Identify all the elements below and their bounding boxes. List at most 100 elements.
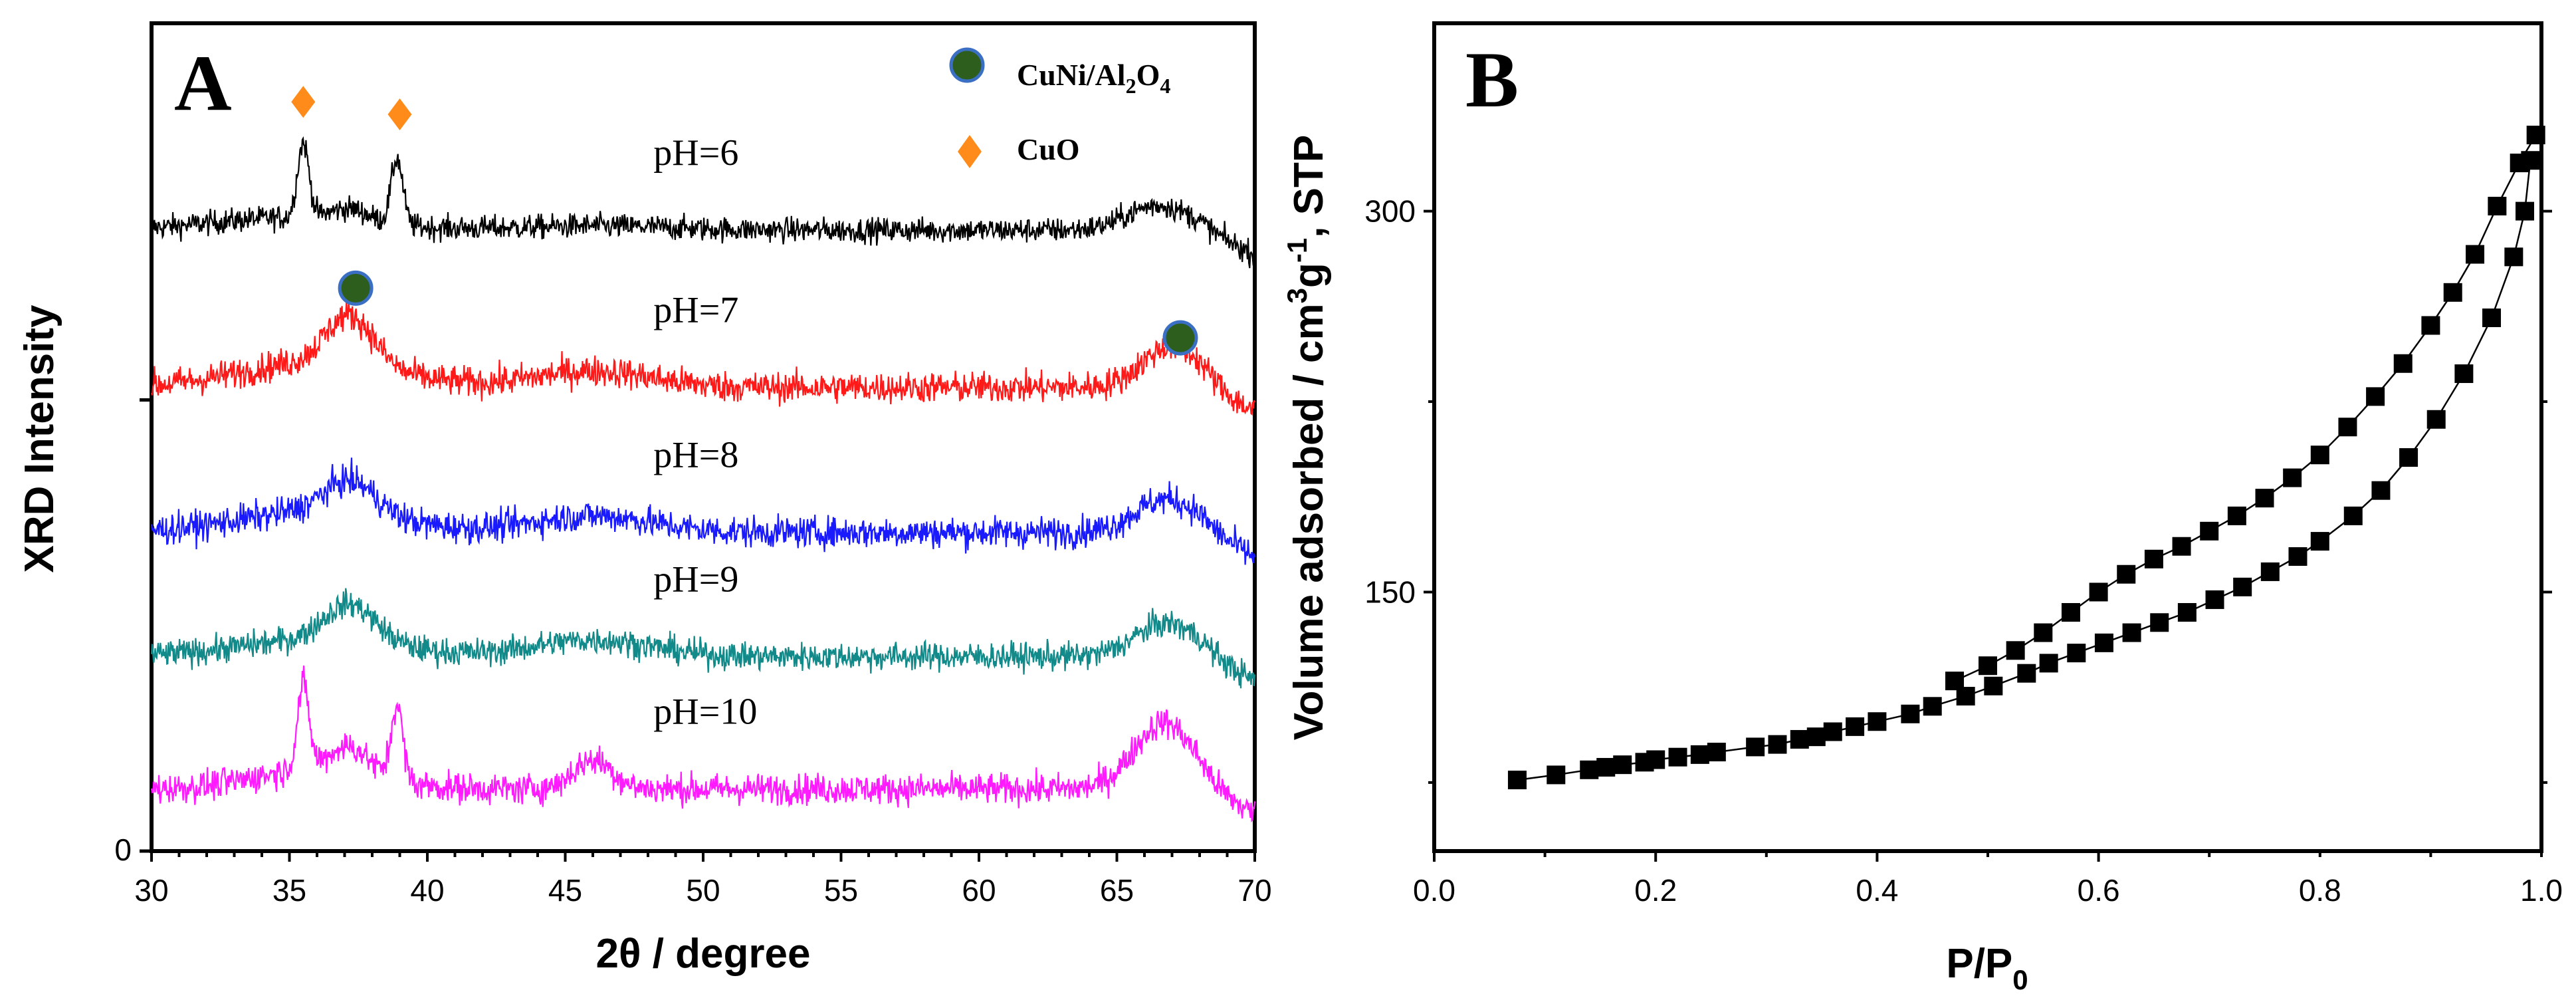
panel-a-series-labels: pH=6 pH=7 pH=8 pH=9 pH=10 [653, 132, 757, 732]
panel-b-x-axis-label-main: P/P [1946, 941, 2012, 987]
desorption-point [2283, 468, 2302, 487]
adsorption-point [2310, 532, 2329, 551]
panel-b-y-axis-label-mid: g [1286, 263, 1332, 288]
panel-b-isotherm-points [1507, 126, 2545, 790]
adsorption-point [1613, 755, 1632, 775]
desorption-point [2338, 418, 2357, 437]
series-label-ph-8: pH=8 [653, 435, 738, 476]
panel-a-x-axis-label: 2θ / degree [596, 931, 811, 977]
desorption-point [2117, 565, 2136, 584]
panel-b-label: B [1465, 35, 1519, 124]
adsorption-point [1984, 676, 2003, 695]
panel-b-x-tick-label: 0.0 [1413, 873, 1455, 908]
adsorption-point [2205, 590, 2224, 609]
cuni-peak-marker-icon [338, 270, 374, 306]
adsorption-point [2094, 633, 2113, 652]
panel-b-x-tick-label: 1.0 [2520, 873, 2563, 908]
panel-b-frame [1432, 21, 2543, 853]
adsorption-point [1923, 697, 1942, 716]
panel-b-x-tick-label: 0.2 [1634, 873, 1677, 908]
adsorption-point [1823, 722, 1842, 741]
adsorption-point [2039, 654, 2058, 673]
adsorption-point [1690, 745, 1709, 764]
desorption-point [2089, 582, 2108, 602]
panel-b-x-tick-label: 0.6 [2078, 873, 2120, 908]
adsorption-point [2017, 664, 2036, 683]
adsorption-point [2399, 448, 2418, 467]
adsorption-point [2454, 364, 2474, 384]
panel-a-x-tick-label: 70 [1237, 873, 1271, 908]
panel-a-x-tick-label: 65 [1100, 873, 1134, 908]
panel-b-y-axis-label-prefix: Volume adsorbed / cm [1286, 303, 1332, 740]
desorption-point [2255, 489, 2274, 508]
panel-a-chart: pH=6 pH=7 pH=8 pH=9 pH=10 30 35 40 45 50 55 60 65 70… [17, 21, 1272, 977]
panel-b-x-tick-label: 0.4 [1856, 873, 1898, 908]
panel-a-series-group [150, 136, 1256, 823]
adsorption-point [1668, 747, 1687, 767]
desorption-point [2172, 537, 2191, 556]
desorption-line [1954, 134, 2537, 682]
adsorption-point [2288, 547, 2308, 566]
desorption-point [2310, 445, 2329, 465]
panel-b-y-ticks: 150 300 [1364, 194, 2552, 784]
adsorption-point [1580, 760, 1599, 779]
legend-diamond-marker-icon [958, 135, 982, 168]
panel-b-chart: 0.0 0.2 0.4 0.6 0.8 1.0 150 300 B P/P0 Volume … [1281, 21, 2563, 995]
panel-a-legend: CuNi/Al2O4 CuO [949, 47, 1170, 168]
series-line-ph-6 [150, 136, 1256, 269]
cuo-peak-marker-icon [387, 98, 412, 130]
cuni-peak-marker-icon [1162, 320, 1198, 356]
legend-cuo-label: CuO [1017, 132, 1080, 166]
adsorption-point [1768, 735, 1787, 754]
legend-cuni-label: CuNi/Al2O4 [1017, 58, 1170, 98]
panel-b-y-axis-label-suffix: , STP [1286, 135, 1332, 238]
desorption-point [1979, 656, 1997, 676]
desorption-point [2144, 549, 2163, 568]
panel-a-x-tick-label: 45 [548, 873, 582, 908]
adsorption-point [2426, 410, 2446, 429]
panel-b-x-ticks: 0.0 0.2 0.4 0.6 0.8 1.0 [1413, 851, 2563, 908]
adsorption-line [1517, 160, 2531, 781]
desorption-point [2526, 126, 2545, 145]
panel-b-isotherm-lines [1517, 134, 2537, 781]
panel-a-y-axis-label: XRD Intensity [17, 305, 62, 573]
desorption-point [2510, 154, 2529, 173]
series-label-ph-10: pH=10 [653, 691, 757, 732]
legend-circle-marker-icon [949, 47, 985, 83]
adsorption-point [1507, 771, 1527, 790]
desorption-point [1945, 672, 1965, 691]
series-line-ph-7 [150, 300, 1256, 416]
desorption-point [2006, 641, 2025, 660]
adsorption-point [1707, 743, 1726, 762]
adsorption-point [1646, 750, 1665, 769]
panel-a-x-tick-label: 40 [410, 873, 444, 908]
adsorption-point [1790, 729, 1809, 749]
panel-a-x-tick-label: 60 [962, 873, 996, 908]
adsorption-point [2516, 201, 2535, 221]
panel-a-x-tick-label: 50 [686, 873, 720, 908]
desorption-point [2034, 623, 2053, 642]
panel-a-x-tick-label: 30 [134, 873, 168, 908]
adsorption-point [2504, 247, 2523, 267]
series-label-ph-9: pH=9 [653, 559, 738, 600]
panel-a-y-tick-label: 0 [114, 832, 132, 867]
series-line-ph-10 [150, 666, 1256, 823]
desorption-point [2421, 316, 2440, 335]
panel-a-x-ticks: 30 35 40 45 50 55 60 65 70 [134, 851, 1272, 908]
adsorption-point [2233, 577, 2252, 596]
adsorption-point [1868, 712, 1887, 731]
desorption-point [2488, 196, 2507, 215]
desorption-point [2443, 283, 2462, 302]
series-label-ph-7: pH=7 [653, 290, 738, 331]
adsorption-point [2150, 613, 2169, 632]
desorption-point [2061, 603, 2080, 622]
adsorption-point [1547, 765, 1566, 785]
desorption-point [2366, 387, 2385, 406]
panel-a-peak-markers [291, 86, 1198, 356]
adsorption-point [2260, 562, 2280, 581]
panel-b-x-tick-label: 0.8 [2299, 873, 2341, 908]
adsorption-point [1901, 704, 1920, 723]
desorption-point [2466, 245, 2485, 264]
series-line-ph-8 [150, 457, 1256, 565]
panel-b-x-axis-label: P/P0 [1946, 941, 2028, 995]
